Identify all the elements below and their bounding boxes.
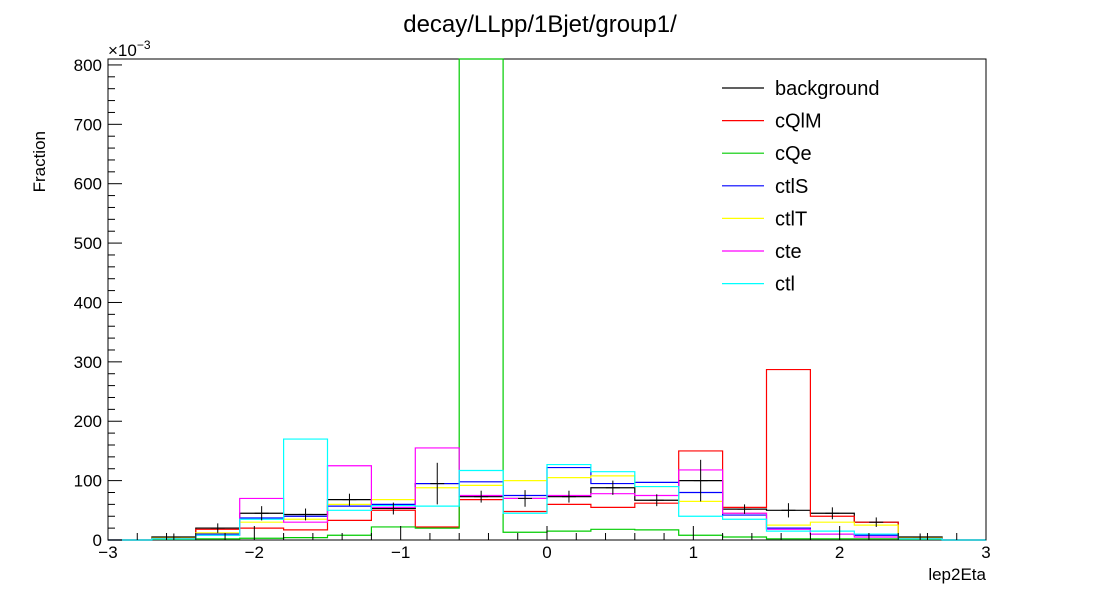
x-tick-label: −1: [391, 543, 410, 562]
x-tick-label: 1: [689, 543, 698, 562]
chart-title: decay/LLpp/1Bjet/group1/: [403, 11, 677, 38]
y-tick-label: 300: [74, 353, 102, 372]
legend-label-ctlS: ctlS: [775, 176, 808, 198]
legend-label-cQlM: cQlM: [775, 111, 822, 133]
legend-label-cte: cte: [775, 241, 802, 263]
x-tick-label: 0: [542, 543, 551, 562]
y-axis-label: Fraction: [30, 131, 49, 192]
histogram-series: [108, 58, 986, 541]
error-bars: [166, 459, 928, 540]
legend-label-cQe: cQe: [775, 143, 812, 165]
series-cQe: [108, 58, 986, 541]
x-tick-label: 3: [981, 543, 990, 562]
y-tick-label: 100: [74, 472, 102, 491]
y-tick-label: 400: [74, 293, 102, 312]
axes: −3 −2 −1 0 1 2 3 0 100 200 300 400 500 600 700 800: [74, 56, 991, 562]
y-axis-multiplier: ×10−3: [108, 38, 151, 60]
x-tick-label: −2: [245, 543, 264, 562]
y-tick-label: 700: [74, 115, 102, 134]
y-tick-label: 500: [74, 234, 102, 253]
legend: background cQlM cQe ctlS ctlT cte ctl: [722, 78, 880, 296]
legend-label-ctlT: ctlT: [775, 208, 807, 230]
x-axis-label: lep2Eta: [928, 565, 986, 584]
x-tick-label: 2: [835, 543, 844, 562]
x-tick-label: −3: [98, 543, 117, 562]
legend-label-background: background: [775, 78, 880, 100]
y-tick-label: 600: [74, 175, 102, 194]
y-tick-label: 200: [74, 412, 102, 431]
y-tick-label: 800: [74, 56, 102, 75]
y-multiplier-base: ×10: [108, 41, 137, 60]
y-tick-label: 0: [93, 531, 102, 550]
legend-label-ctl: ctl: [775, 274, 795, 296]
y-multiplier-exponent: −3: [137, 38, 151, 52]
